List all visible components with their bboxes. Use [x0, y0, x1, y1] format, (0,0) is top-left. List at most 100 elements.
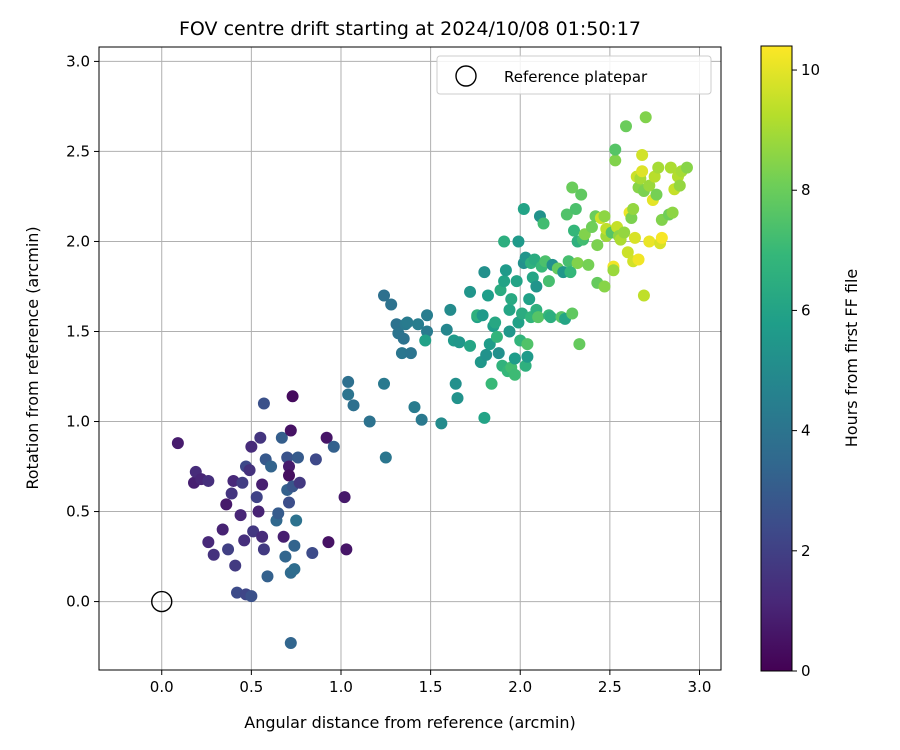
y-axis-ticks: 0.0 0.5 1.0 1.5 2.0 2.5 3.0 — [66, 52, 99, 611]
x-axis-label: Angular distance from reference (arcmin) — [244, 713, 575, 732]
data-point — [404, 347, 417, 360]
data-point — [609, 143, 622, 156]
data-point — [560, 208, 573, 221]
chart-title: FOV centre drift starting at 2024/10/08 … — [179, 18, 641, 40]
colorbar-tick-label: 0 — [801, 662, 811, 680]
x-tick-label: 1.0 — [329, 678, 353, 696]
data-point — [229, 559, 242, 572]
data-point — [664, 161, 677, 174]
data-point — [480, 348, 493, 361]
data-point — [265, 460, 278, 473]
data-point — [236, 476, 249, 489]
data-point — [510, 275, 523, 288]
data-point — [625, 212, 638, 225]
y-tick-label: 1.5 — [66, 322, 90, 340]
data-point — [435, 417, 448, 430]
data-point — [283, 496, 296, 509]
data-point — [498, 275, 511, 288]
data-point — [521, 350, 534, 363]
data-point — [245, 440, 258, 453]
data-point — [306, 546, 319, 559]
data-point — [261, 570, 274, 583]
data-point — [673, 179, 686, 192]
data-point — [449, 377, 462, 390]
data-point — [320, 431, 333, 444]
data-point — [517, 203, 530, 216]
colorbar — [760, 45, 793, 672]
data-point — [575, 188, 588, 201]
data-point — [222, 543, 235, 556]
data-point — [652, 161, 665, 174]
data-point — [512, 316, 525, 329]
colorbar-tick-label: 6 — [801, 301, 811, 319]
data-point — [293, 476, 306, 489]
data-point — [397, 332, 410, 345]
legend-box — [436, 55, 712, 95]
data-point — [250, 491, 263, 504]
data-point — [288, 539, 301, 552]
data-point — [421, 309, 434, 322]
data-point — [322, 536, 335, 549]
data-point — [585, 221, 598, 234]
data-point — [378, 377, 391, 390]
data-point — [421, 325, 434, 338]
data-point — [523, 293, 536, 306]
data-point — [231, 586, 244, 599]
data-point — [544, 311, 557, 324]
data-point — [234, 509, 247, 522]
data-point — [225, 487, 238, 500]
data-point — [202, 474, 215, 487]
data-point — [390, 318, 403, 331]
legend: Reference platepar — [436, 55, 712, 95]
data-point — [257, 397, 270, 410]
data-point — [245, 590, 258, 603]
data-point — [485, 377, 498, 390]
data-point — [648, 170, 661, 183]
data-point — [272, 507, 285, 520]
data-point — [566, 307, 579, 320]
data-point — [288, 563, 301, 576]
data-point — [327, 440, 340, 453]
x-tick-label: 0.0 — [150, 678, 174, 696]
data-point — [216, 523, 229, 536]
data-point — [309, 453, 322, 466]
legend-marker-open-circle — [455, 65, 477, 87]
data-point — [171, 437, 184, 450]
x-tick-label: 3.0 — [688, 678, 712, 696]
data-point — [440, 323, 453, 336]
data-point — [252, 505, 265, 518]
data-point — [412, 318, 425, 331]
data-point — [227, 474, 240, 487]
data-point — [637, 289, 650, 302]
y-axis-label: Rotation from reference (arcmin) — [23, 226, 42, 489]
data-point — [632, 253, 645, 266]
data-point — [680, 161, 693, 174]
data-point — [503, 303, 516, 316]
data-point — [591, 239, 604, 252]
data-point — [453, 336, 466, 349]
data-point — [562, 255, 575, 268]
data-point — [284, 424, 297, 437]
x-tick-label: 0.5 — [239, 678, 263, 696]
data-point — [464, 339, 477, 352]
data-point — [564, 266, 577, 279]
data-point — [379, 451, 392, 464]
data-points — [151, 111, 693, 649]
colorbar-tick-label: 2 — [801, 542, 811, 560]
data-point — [618, 226, 631, 239]
data-point — [478, 411, 491, 424]
y-tick-label: 1.0 — [66, 413, 90, 431]
data-point — [490, 330, 503, 343]
data-point — [275, 431, 288, 444]
colorbar-label: Hours from first FF file — [842, 269, 861, 448]
data-point — [628, 231, 641, 244]
data-point — [571, 257, 584, 270]
data-point — [639, 111, 652, 124]
data-point — [566, 181, 579, 194]
data-point — [494, 284, 507, 297]
data-point — [492, 347, 505, 360]
data-point — [202, 536, 215, 549]
colorbar-tick-label: 8 — [801, 181, 811, 199]
data-point — [290, 514, 303, 527]
